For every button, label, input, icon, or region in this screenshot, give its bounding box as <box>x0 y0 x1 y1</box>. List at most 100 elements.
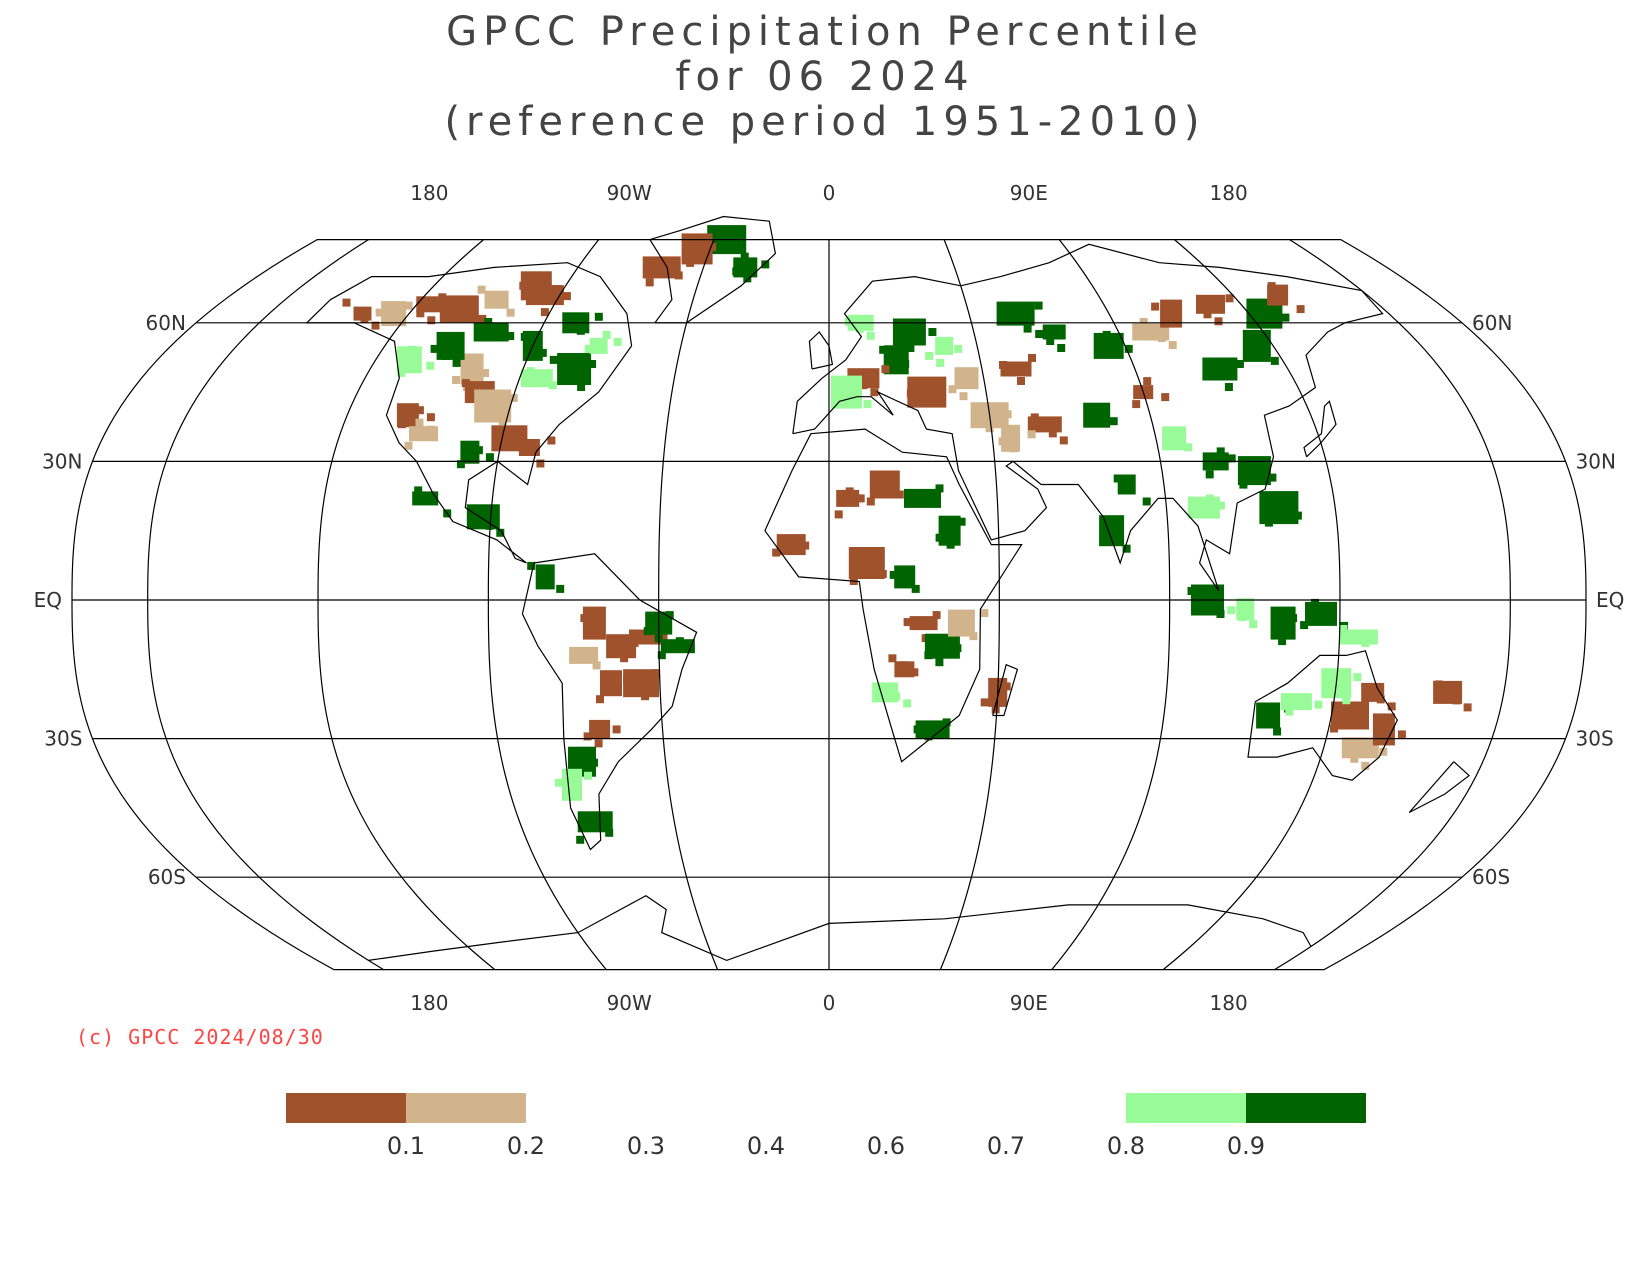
percentile-cell <box>1017 377 1025 385</box>
percentile-cell <box>1184 443 1193 452</box>
percentile-cell <box>1000 361 1032 377</box>
percentile-cell <box>518 439 540 456</box>
percentile-cell <box>1005 308 1014 317</box>
percentile-cell <box>1238 613 1247 622</box>
percentile-cell <box>1113 474 1122 483</box>
percentile-cell <box>932 611 941 620</box>
percentile-cell <box>1350 632 1359 640</box>
percentile-cell <box>866 331 875 340</box>
percentile-cell <box>478 314 487 323</box>
percentile-cell <box>657 651 666 660</box>
percentile-cell <box>466 504 500 530</box>
percentile-cell <box>477 285 486 294</box>
percentile-cell <box>879 345 888 354</box>
percentile-cell <box>416 309 425 318</box>
lat-label-left: 30N <box>42 449 82 473</box>
percentile-cell <box>487 410 496 418</box>
percentile-cell <box>1102 330 1111 339</box>
percentile-cell <box>894 565 916 589</box>
percentile-cell <box>913 725 922 734</box>
legend-color-box <box>406 1093 526 1123</box>
percentile-cell <box>461 379 470 388</box>
percentile-cell <box>503 433 512 442</box>
percentile-cell <box>613 337 622 346</box>
percentile-cell <box>397 368 406 377</box>
percentile-cell <box>526 367 535 376</box>
percentile-cell <box>594 312 603 321</box>
lat-label-left: EQ <box>34 588 62 612</box>
percentile-cell <box>576 835 585 844</box>
percentile-cell <box>1002 682 1011 691</box>
lon-label-top: 180 <box>410 181 448 205</box>
coastline <box>792 243 1384 592</box>
legend-tick-label: 0.1 <box>386 1132 426 1160</box>
percentile-cell <box>577 383 586 391</box>
percentile-cell <box>855 324 864 333</box>
percentile-cell <box>1267 282 1276 291</box>
legend-color-box <box>1126 1093 1246 1123</box>
coastline <box>521 553 698 851</box>
percentile-cell <box>609 647 618 656</box>
percentile-cell <box>998 437 1007 446</box>
percentile-cell <box>1109 417 1118 426</box>
percentile-cell <box>1100 530 1109 539</box>
percentile-cell <box>485 453 494 462</box>
percentile-cell <box>1111 537 1120 546</box>
percentile-cell <box>1122 544 1131 553</box>
percentile-cell <box>1252 320 1261 329</box>
percentile-cell <box>594 821 603 830</box>
percentile-cell <box>581 654 590 663</box>
percentile-cell <box>488 292 497 301</box>
percentile-cell <box>1311 598 1319 607</box>
percentile-cell <box>588 360 597 368</box>
percentile-cell <box>415 418 424 427</box>
percentile-cell <box>1341 737 1379 759</box>
percentile-cell <box>594 739 603 748</box>
percentile-cell <box>1397 730 1406 739</box>
graticule <box>71 239 1587 971</box>
percentile-cell <box>1003 410 1012 419</box>
percentile-cell <box>1352 708 1360 717</box>
percentile-cell <box>1057 344 1066 352</box>
percentile-cell <box>481 369 490 377</box>
percentile-cell <box>884 483 893 492</box>
percentile-cell <box>772 548 781 557</box>
percentile-cell <box>579 751 587 760</box>
percentile-cell <box>643 627 652 636</box>
percentile-cell <box>711 229 720 238</box>
percentile-cell <box>1270 606 1296 640</box>
percentile-cell <box>485 521 494 530</box>
percentile-cell <box>892 692 901 701</box>
percentile-cell <box>906 344 915 352</box>
percentile-cell <box>834 510 843 519</box>
percentile-cell <box>1225 294 1234 303</box>
map-title-line-1: GPCC Precipitation Percentile <box>446 9 1204 55</box>
percentile-cell <box>1023 324 1032 333</box>
percentile-cell <box>1205 494 1214 503</box>
percentile-cell <box>1042 324 1066 340</box>
percentile-cell <box>602 330 611 339</box>
percentile-cell <box>589 337 608 354</box>
percentile-cell <box>665 611 674 620</box>
percentile-cell <box>660 639 695 654</box>
map-title-line-2: for 06 2024 <box>675 54 975 100</box>
percentile-cell <box>1124 481 1133 490</box>
percentile-cell <box>1375 716 1384 725</box>
percentile-cell <box>906 491 915 500</box>
lat-label-left: 60N <box>146 311 186 335</box>
percentile-cell <box>1216 447 1225 456</box>
percentile-cell <box>790 534 799 543</box>
percentile-cell <box>509 394 518 402</box>
legend-tick-label: 0.7 <box>986 1132 1026 1160</box>
percentile-cell <box>584 344 593 353</box>
meridian-line <box>487 239 607 970</box>
coastline <box>1408 761 1471 814</box>
percentile-cell <box>583 732 592 741</box>
percentile-cell <box>969 632 978 641</box>
percentile-cell <box>895 490 904 499</box>
percentile-cell <box>506 332 515 340</box>
percentile-cell <box>562 292 571 301</box>
percentile-cell <box>924 732 933 741</box>
percentile-cell <box>1030 413 1039 422</box>
